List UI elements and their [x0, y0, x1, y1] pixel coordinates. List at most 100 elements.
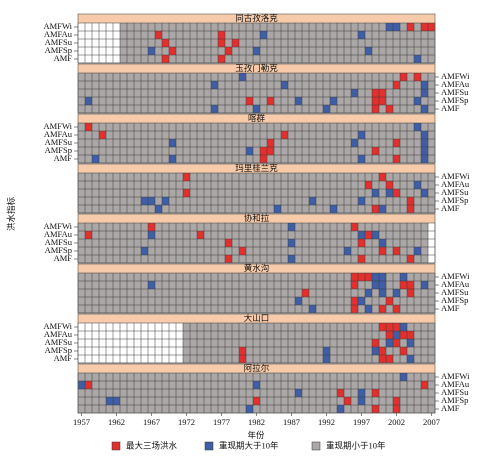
row-label: AMFSp [441, 395, 468, 405]
top-flood-cell [386, 297, 393, 305]
top-flood-cell [386, 355, 393, 363]
high-return-cell [386, 339, 393, 347]
top-flood-cell [365, 181, 372, 189]
legend-label: 重现期小于10年 [326, 440, 386, 450]
high-return-cell [358, 155, 365, 163]
top-flood-cell [225, 239, 232, 247]
top-flood-cell [428, 23, 435, 31]
high-return-cell [400, 323, 407, 331]
row-label: AMFAu [441, 379, 470, 389]
high-return-cell [421, 189, 428, 197]
top-flood-cell [393, 339, 400, 347]
high-return-cell [253, 105, 260, 113]
top-flood-cell [372, 405, 379, 413]
high-return-cell [386, 189, 393, 197]
top-flood-cell [337, 389, 344, 397]
high-return-cell [148, 281, 155, 289]
high-return-cell [421, 147, 428, 155]
row-label: AMFSu [441, 187, 469, 197]
panel-title: 大山口 [244, 313, 270, 323]
high-return-cell [309, 305, 316, 313]
row-label: AMF [54, 53, 73, 63]
x-tick-label: 1972 [178, 417, 195, 427]
panel-border [77, 263, 436, 314]
x-tick-label: 1962 [108, 417, 125, 427]
row-label: AMFAu [44, 229, 73, 239]
high-return-cell [358, 231, 365, 239]
high-return-cell [379, 205, 386, 213]
top-flood-cell [372, 97, 379, 105]
high-return-cell [330, 97, 337, 105]
top-flood-cell [267, 139, 274, 147]
top-flood-cell [379, 247, 386, 255]
row-label: AMF [54, 253, 73, 263]
top-flood-cell [372, 105, 379, 113]
row-label: AMFSp [45, 145, 72, 155]
row-label: AMFAu [44, 29, 73, 39]
panel-title: 黄水沟 [244, 263, 270, 273]
top-flood-cell [358, 255, 365, 263]
high-return-cell [274, 205, 281, 213]
panel-title-band [78, 164, 435, 173]
row-label: AMFSp [45, 45, 72, 55]
top-flood-cell [218, 55, 225, 63]
high-return-cell [414, 247, 421, 255]
high-return-cell [323, 347, 330, 355]
high-return-cell [414, 55, 421, 63]
high-return-cell [288, 255, 295, 263]
high-return-cell [288, 223, 295, 231]
high-return-cell [330, 205, 337, 213]
top-flood-cell [386, 105, 393, 113]
x-tick-label: 1982 [248, 417, 265, 427]
top-flood-cell [218, 31, 225, 39]
high-return-cell [288, 239, 295, 247]
top-flood-cell [169, 47, 176, 55]
x-tick-label: 1957 [73, 417, 90, 427]
high-return-cell [414, 97, 421, 105]
panel-title-band [78, 214, 435, 223]
top-flood-cell [393, 81, 400, 89]
row-label: AMFSu [45, 237, 73, 247]
panel-title: 协和拉 [244, 213, 270, 223]
legend-label: 重现期大于10年 [219, 440, 279, 450]
high-return-cell [309, 197, 316, 205]
top-flood-cell [407, 255, 414, 263]
y-axis-label: 洪水指标 [6, 197, 16, 232]
top-flood-cell [260, 147, 267, 155]
high-return-cell [246, 405, 253, 413]
top-flood-cell [407, 331, 414, 339]
high-return-cell [393, 289, 400, 297]
top-flood-cell [414, 73, 421, 81]
high-return-cell [113, 397, 120, 405]
high-return-cell [358, 31, 365, 39]
high-return-cell [351, 139, 358, 147]
high-return-cell [155, 205, 162, 213]
top-flood-cell [379, 323, 386, 331]
panel-title-band [78, 64, 435, 73]
top-flood-cell [239, 247, 246, 255]
row-label: AMFWi [44, 221, 73, 231]
high-return-cell [393, 23, 400, 31]
high-return-cell [421, 89, 428, 97]
top-flood-cell [281, 131, 288, 139]
high-return-cell [421, 281, 428, 289]
data-range [120, 23, 435, 63]
top-flood-cell [372, 339, 379, 347]
top-flood-cell [379, 97, 386, 105]
high-return-cell [358, 389, 365, 397]
panel-title: 同古孜洛克 [235, 13, 278, 23]
row-label: AMF [54, 153, 73, 163]
row-label: AMFSp [45, 345, 72, 355]
row-label: AMFSp [441, 95, 468, 105]
row-label: AMFWi [44, 21, 73, 31]
row-label: AMFSp [441, 195, 468, 205]
top-flood-cell [372, 147, 379, 155]
legend-swatch [311, 441, 321, 451]
panel-title: 玉孜门勒克 [235, 63, 278, 73]
high-return-cell [92, 155, 99, 163]
row-label: AMFAu [441, 179, 470, 189]
row-label: AMFSu [441, 87, 469, 97]
high-return-cell [281, 81, 288, 89]
high-return-cell [351, 89, 358, 97]
high-return-cell [295, 389, 302, 397]
